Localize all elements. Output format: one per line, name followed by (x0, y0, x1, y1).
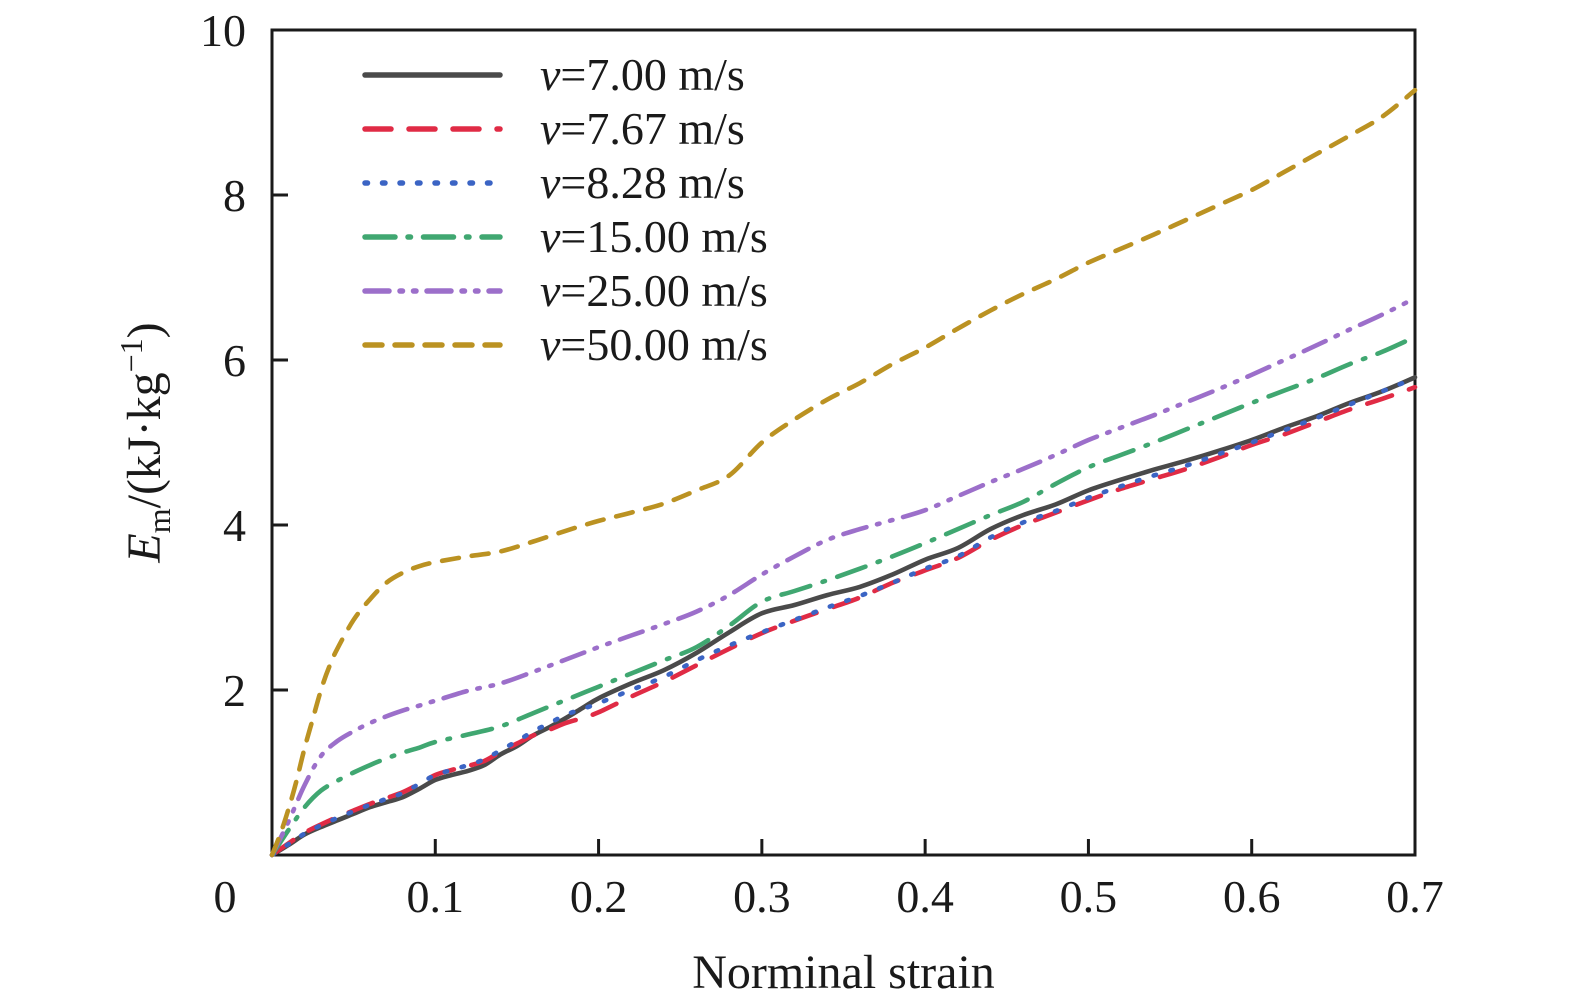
x-tick-label: 0.6 (1223, 871, 1281, 922)
y-tick-label: 2 (223, 665, 246, 716)
legend-label-4: v=15.00 m/s (540, 211, 768, 262)
series-line-v-25-00-m-s (269, 295, 1418, 858)
y-tick-label: 10 (200, 5, 246, 56)
legend-label-6: v=50.00 m/s (540, 319, 768, 370)
legend-label-5: v=25.00 m/s (540, 265, 768, 316)
x-tick-label: 0.5 (1060, 871, 1118, 922)
plot-frame (270, 28, 1417, 857)
series-line-v-7-00-m-s (269, 375, 1418, 858)
series-line-v-50-00-m-s (269, 87, 1418, 858)
y-tick-label: 8 (223, 170, 246, 221)
x-tick-label: 0.7 (1386, 871, 1444, 922)
x-tick-label: 0.1 (407, 871, 465, 922)
legend-label-3: v=8.28 m/s (540, 157, 745, 208)
y-tick-label: 6 (223, 335, 246, 386)
x-axis-label: Norminal strain (692, 946, 995, 999)
legend-label-2: v=7.67 m/s (540, 103, 745, 154)
y-axis-label: Em/(kJ·kg−1) (113, 322, 177, 563)
series-line-v-15-00-m-s (269, 334, 1418, 858)
x-tick-label: 0.3 (733, 871, 791, 922)
x-tick-label: 0.2 (570, 871, 628, 922)
legend-label-1: v=7.00 m/s (540, 49, 745, 100)
x-tick-label: 0.4 (896, 871, 954, 922)
series-line-v-8-28-m-s (269, 375, 1418, 858)
y-tick-label: 4 (223, 500, 246, 551)
x-tick-label: 0 (214, 871, 237, 922)
series-line-v-7-67-m-s (269, 384, 1418, 858)
